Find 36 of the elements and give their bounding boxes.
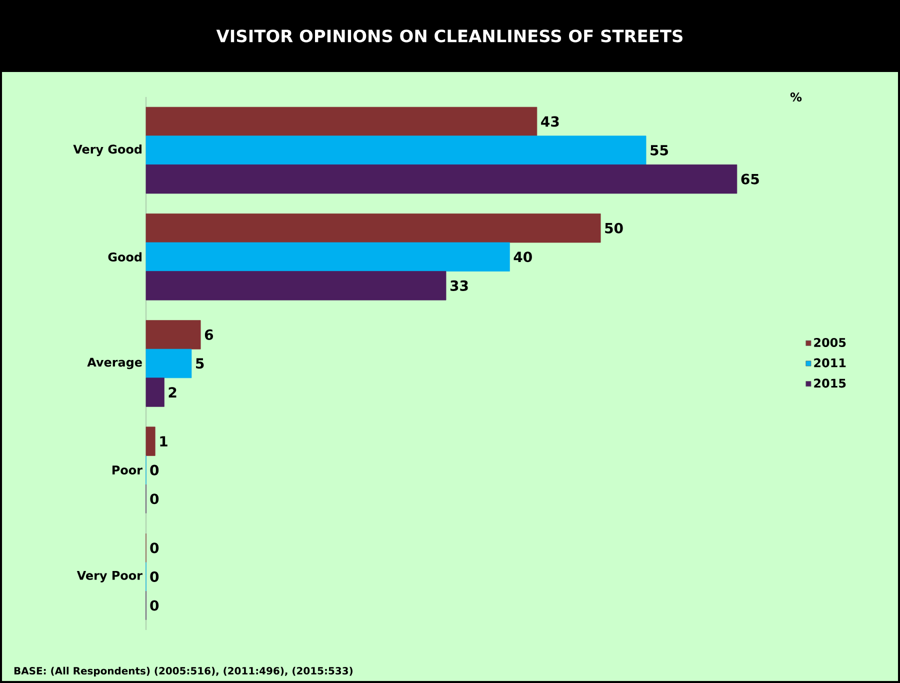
data-label: 40 xyxy=(514,252,532,262)
data-label: 50 xyxy=(605,222,623,234)
data-label: 43 xyxy=(541,116,559,127)
bar xyxy=(146,214,601,243)
data-label: 0 xyxy=(150,494,159,504)
data-label: 0 xyxy=(150,464,159,476)
data-label: 55 xyxy=(650,145,668,156)
bar xyxy=(146,106,538,136)
bar xyxy=(146,378,164,407)
data-label: 0 xyxy=(150,571,159,582)
legend-label: 2005 xyxy=(814,338,846,347)
y-tick-label: Very Poor xyxy=(76,571,142,582)
bar xyxy=(146,320,201,350)
bar xyxy=(146,242,510,272)
chart-title: VISITOR OPINIONS ON CLEANLINESS OF STREETS xyxy=(216,30,682,42)
bar xyxy=(146,348,192,378)
data-label: 6 xyxy=(204,329,214,340)
data-label: 0 xyxy=(150,600,159,611)
data-label: 2 xyxy=(168,387,176,398)
bar xyxy=(146,426,156,456)
data-label: 33 xyxy=(450,280,468,291)
legend-label: 2011 xyxy=(814,358,846,368)
x-axis-title: % xyxy=(790,92,802,102)
bar xyxy=(146,164,738,194)
y-tick-label: Average xyxy=(87,358,142,370)
data-label: 1 xyxy=(160,436,168,446)
text: BASE: (All Respondents) (2005:516), (2011:496), (2015:533) xyxy=(14,666,352,676)
y-tick-label: Poor xyxy=(112,466,142,475)
y-tick-label: Good xyxy=(108,252,142,262)
bar xyxy=(146,136,646,165)
data-label: 0 xyxy=(150,542,159,554)
data-label: 5 xyxy=(196,358,204,369)
data-label: 65 xyxy=(741,174,759,184)
legend-label: 2015 xyxy=(814,378,846,388)
y-tick-label: Very Good xyxy=(73,144,142,156)
bar xyxy=(146,271,446,300)
